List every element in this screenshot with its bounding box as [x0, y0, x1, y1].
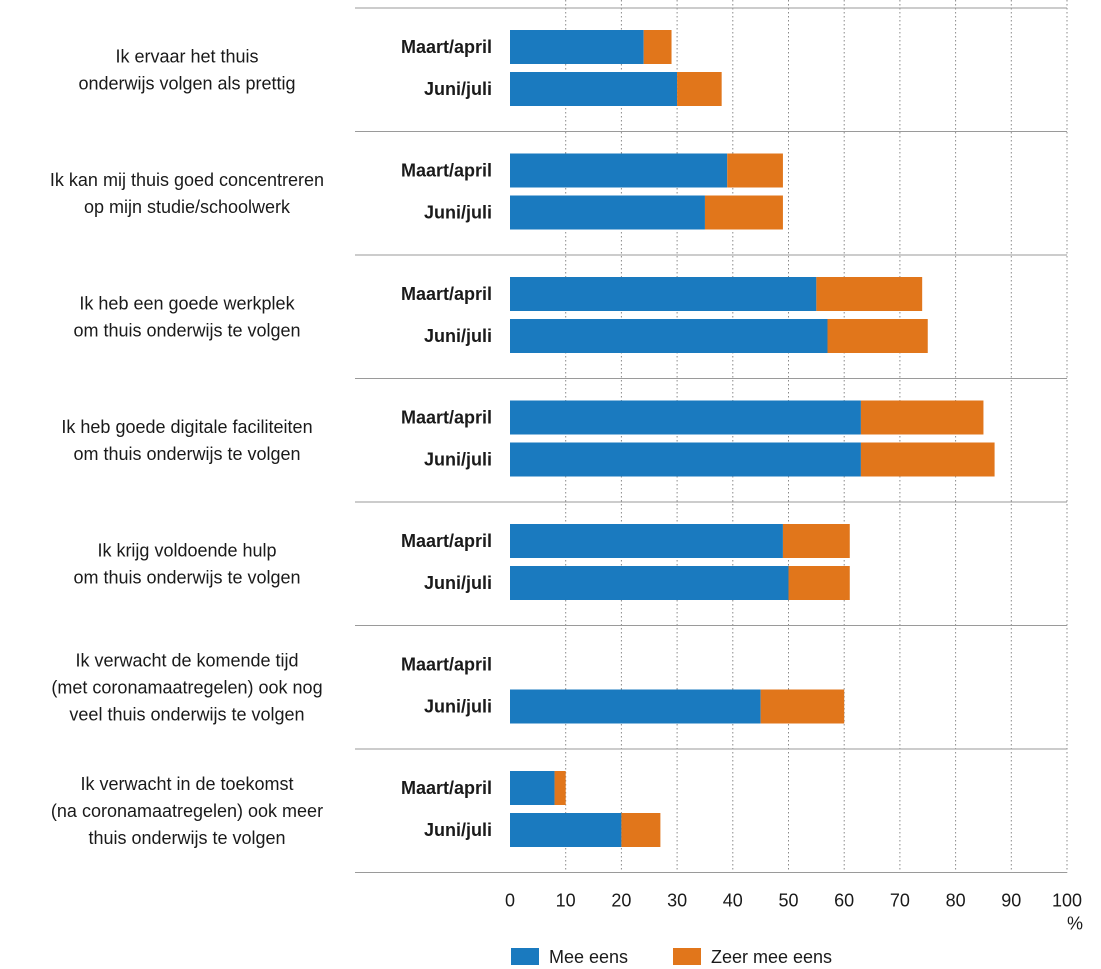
- period-label: Juni/juli: [424, 697, 492, 717]
- bar-segment-mee-eens: [510, 566, 789, 600]
- x-tick-label: 50: [778, 891, 798, 911]
- question-label-line: om thuis onderwijs te volgen: [73, 567, 300, 587]
- bar-segment-zeer-mee-eens: [816, 277, 923, 311]
- bar-segment-zeer-mee-eens: [621, 813, 661, 847]
- bar-segment-mee-eens: [510, 30, 644, 64]
- bar-segment-zeer-mee-eens: [677, 72, 722, 106]
- x-tick-label: 40: [723, 891, 743, 911]
- x-tick-label: 90: [1001, 891, 1021, 911]
- bar-segment-mee-eens: [510, 400, 861, 435]
- bar-segment-mee-eens: [510, 689, 761, 724]
- question-label-line: Ik krijg voldoende hulp: [97, 540, 276, 560]
- legend-label: Mee eens: [549, 947, 628, 967]
- category-labels: Ik ervaar het thuis onderwijs volgen als …: [50, 37, 492, 848]
- legend-swatch: [673, 948, 701, 965]
- question-group: [510, 524, 850, 600]
- bar-segment-mee-eens: [510, 195, 705, 230]
- bars: [510, 30, 995, 847]
- bar-segment-mee-eens: [510, 442, 861, 477]
- legend: Mee eens Zeer mee eens: [511, 947, 832, 967]
- question-label-line: veel thuis onderwijs te volgen: [69, 704, 304, 724]
- x-tick-label: 10: [556, 891, 576, 911]
- period-label: Juni/juli: [424, 203, 492, 223]
- question-group: [510, 277, 928, 353]
- question-label-line: (met coronamaatregelen) ook nog: [51, 677, 322, 697]
- bar-segment-zeer-mee-eens: [760, 689, 845, 724]
- bar-segment-zeer-mee-eens: [782, 524, 850, 558]
- x-tick-label: 60: [834, 891, 854, 911]
- bar-segment-zeer-mee-eens: [860, 442, 995, 477]
- question-label-line: Ik kan mij thuis goed concentreren: [50, 170, 324, 190]
- period-label: Maart/april: [401, 531, 492, 551]
- x-tick-label: 80: [946, 891, 966, 911]
- legend-swatch: [511, 948, 539, 965]
- question-label-line: Ik verwacht de komende tijd: [75, 650, 298, 670]
- question-label-line: thuis onderwijs te volgen: [88, 828, 285, 848]
- question-group: [510, 771, 661, 847]
- question-group: [510, 400, 995, 477]
- bar-segment-zeer-mee-eens: [554, 771, 566, 805]
- period-label: Maart/april: [401, 284, 492, 304]
- period-label: Juni/juli: [424, 820, 492, 840]
- period-label: Maart/april: [401, 161, 492, 181]
- question-label-line: Ik ervaar het thuis: [115, 46, 258, 66]
- period-label: Juni/juli: [424, 79, 492, 99]
- question-label-line: Ik heb een goede werkplek: [79, 293, 295, 313]
- period-label: Maart/april: [401, 408, 492, 428]
- bar-segment-zeer-mee-eens: [727, 153, 783, 188]
- bar-segment-zeer-mee-eens: [704, 195, 783, 230]
- x-axis: 0 10 20 30 40 50 60 70 80 90 100%: [505, 891, 1083, 934]
- question-label-line: Ik verwacht in de toekomst: [80, 774, 293, 794]
- question-label-line: Ik heb goede digitale faciliteiten: [61, 417, 312, 437]
- period-label: Maart/april: [401, 655, 492, 675]
- period-label: Juni/juli: [424, 573, 492, 593]
- bar-segment-mee-eens: [510, 813, 622, 847]
- question-label-line: om thuis onderwijs te volgen: [73, 320, 300, 340]
- x-tick-label: 20: [611, 891, 631, 911]
- x-tick-label: 70: [890, 891, 910, 911]
- bar-segment-mee-eens: [510, 319, 828, 353]
- bar-segment-zeer-mee-eens: [643, 30, 672, 64]
- period-label: Juni/juli: [424, 450, 492, 470]
- group-separators: [355, 7, 1067, 873]
- period-label: Maart/april: [401, 778, 492, 798]
- bar-segment-mee-eens: [510, 72, 678, 106]
- bar-segment-zeer-mee-eens: [860, 400, 984, 435]
- x-tick-label: 30: [667, 891, 687, 911]
- bar-segment-mee-eens: [510, 524, 783, 558]
- bar-segment-zeer-mee-eens: [788, 566, 850, 600]
- question-group: [510, 153, 783, 230]
- grid-layer: [565, 0, 1068, 873]
- period-label: Maart/april: [401, 37, 492, 57]
- x-tick-label: 100: [1052, 891, 1082, 911]
- x-axis-unit: %: [1067, 914, 1083, 934]
- bar-segment-zeer-mee-eens: [827, 319, 928, 353]
- legend-label: Zeer mee eens: [711, 947, 832, 967]
- x-tick-label: 0: [505, 891, 515, 911]
- bar-segment-mee-eens: [510, 771, 555, 805]
- question-label-line: op mijn studie/schoolwerk: [84, 197, 291, 217]
- question-label-line: (na coronamaatregelen) ook meer: [51, 801, 323, 821]
- question-group: [510, 689, 845, 724]
- question-label-line: onderwijs volgen als prettig: [78, 73, 295, 93]
- period-label: Juni/juli: [424, 326, 492, 346]
- bar-segment-mee-eens: [510, 153, 728, 188]
- question-label-line: om thuis onderwijs te volgen: [73, 444, 300, 464]
- question-group: [510, 30, 722, 106]
- bar-segment-mee-eens: [510, 277, 817, 311]
